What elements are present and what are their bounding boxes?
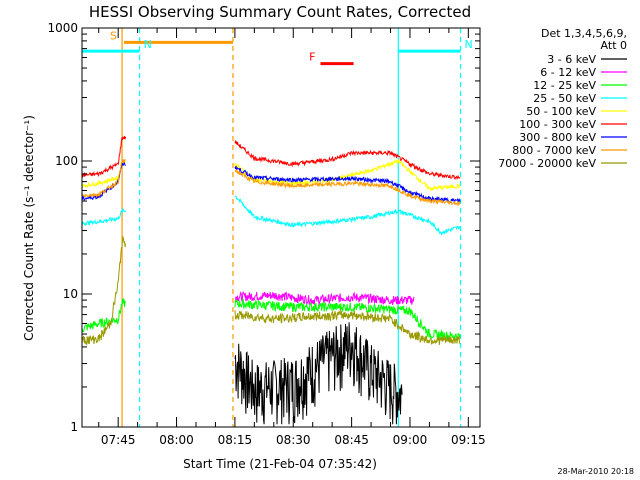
legend-label: 3 - 6 keV — [547, 53, 596, 66]
x-tick-label: 09:15 — [451, 433, 486, 447]
series-line — [81, 297, 461, 341]
legend-label: 6 - 12 keV — [540, 66, 596, 79]
flag-label: S — [110, 29, 117, 42]
series-line — [81, 158, 461, 192]
series-line — [81, 195, 461, 236]
x-tick-label: 09:00 — [393, 433, 428, 447]
legend-header: Att 0 — [601, 39, 627, 52]
series-line — [81, 235, 461, 346]
chart-title: HESSI Observing Summary Count Rates, Cor… — [89, 3, 471, 21]
series-line — [81, 160, 461, 205]
x-axis-label: Start Time (21-Feb-04 07:35:42) — [183, 457, 377, 471]
y-tick-label: 10 — [63, 287, 78, 301]
legend-label: 25 - 50 keV — [533, 92, 596, 105]
axes-layer: 1 10 100 1000 07:45 08:00 08:15 08:30 08:45 09:00… — [47, 21, 485, 447]
x-tick-label: 08:00 — [159, 433, 194, 447]
y-tick-label: 1 — [70, 420, 78, 434]
x-tick-label: 07:45 — [101, 433, 136, 447]
x-tick-label: 08:30 — [276, 433, 311, 447]
legend-label: 50 - 100 keV — [526, 105, 596, 118]
y-axis-label: Corrected Count Rate (s⁻¹ detector⁻¹) — [22, 115, 36, 341]
series-line — [234, 322, 403, 425]
series-layer — [81, 135, 461, 425]
legend-label: 800 - 7000 keV — [512, 144, 596, 157]
legend-label: 12 - 25 keV — [533, 79, 596, 92]
legend-label: 300 - 800 keV — [519, 131, 596, 144]
x-tick-label: 08:45 — [334, 433, 369, 447]
flag-label: F — [309, 51, 315, 64]
legend-label: 7000 - 20000 keV — [498, 157, 596, 170]
series-line — [81, 158, 461, 207]
series-line — [234, 290, 415, 307]
series-line — [81, 135, 461, 181]
flag-bars-layer: S N N F — [82, 29, 473, 66]
plot-frame — [81, 27, 481, 428]
y-tick-label: 100 — [55, 154, 78, 168]
timestamp-label: 28-Mar-2010 20:18 — [558, 467, 635, 476]
markers-layer — [121, 28, 462, 427]
flag-label: N — [465, 38, 473, 51]
y-tick-label: 1000 — [47, 21, 78, 35]
legend-header: Det 1,3,4,5,6,9, — [541, 27, 627, 40]
legend-label: 100 - 300 keV — [519, 118, 596, 131]
x-tick-label: 08:15 — [218, 433, 253, 447]
flag-label: N — [144, 38, 152, 51]
